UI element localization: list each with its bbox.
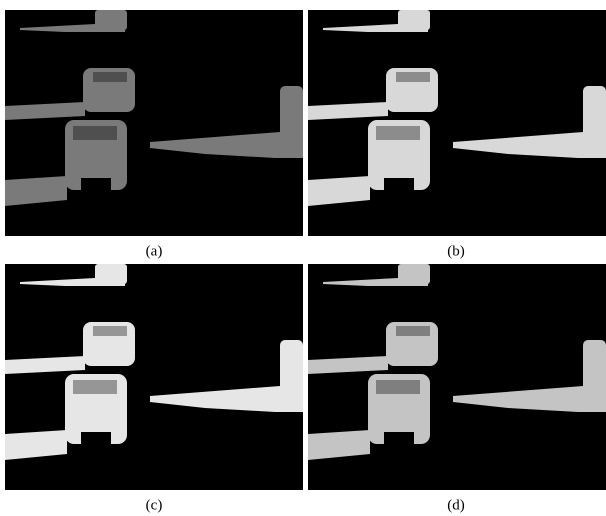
panel-c (5, 264, 303, 490)
panel-label: (d) (447, 497, 465, 513)
panel-d (308, 264, 606, 490)
figure: (a) (b) (c) (d) (0, 0, 606, 516)
panel-a (5, 10, 303, 236)
panel-label: (a) (146, 243, 163, 259)
panel-label: (b) (447, 243, 465, 259)
panel-b (308, 10, 606, 236)
panel-label: (c) (146, 497, 163, 513)
